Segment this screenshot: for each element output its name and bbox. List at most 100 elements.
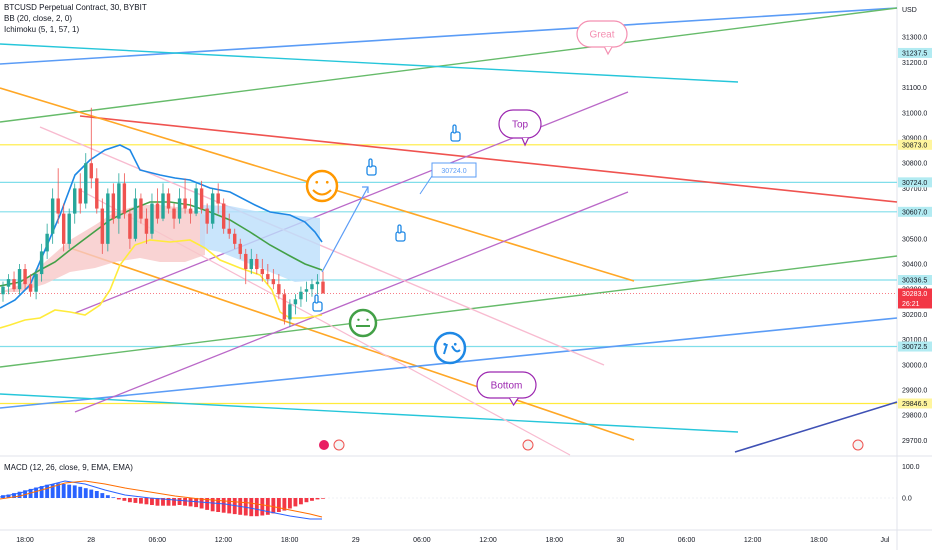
candle-body — [39, 251, 44, 275]
candle-body — [194, 188, 198, 214]
candle-body — [122, 183, 127, 214]
macd-hist-bar — [34, 487, 39, 498]
time-tick-label: 18:00 — [281, 537, 299, 544]
candle-body — [95, 178, 99, 209]
candle-body — [227, 228, 231, 234]
candle-body — [172, 208, 176, 219]
candle-body — [216, 193, 220, 204]
neutral-eye — [366, 318, 369, 321]
countdown-box — [898, 298, 932, 309]
macd-hist-bar — [243, 498, 248, 516]
macd-hist-bar — [127, 498, 132, 503]
candle-body — [271, 279, 276, 285]
candle-body — [277, 284, 281, 295]
price-tick-label: 30100.0 — [902, 337, 927, 344]
trend-line — [734, 401, 898, 453]
macd-hist-bar — [299, 498, 303, 505]
great-bubble-tail — [603, 46, 613, 56]
candle-body — [183, 198, 187, 209]
macd-hist-bar — [12, 493, 16, 498]
countdown-label: 26:21 — [902, 301, 920, 308]
neutral-face-icon — [348, 308, 378, 338]
candle-body — [106, 193, 110, 244]
candle-body — [310, 284, 314, 290]
happy-eye — [325, 180, 329, 184]
macd-hist-bar — [111, 497, 116, 498]
candles-group — [1, 107, 325, 327]
macd-hist-bar — [67, 484, 72, 498]
macd-hist-bar — [100, 493, 105, 498]
legend-macd: MACD (12, 26, close, 9, EMA, EMA) — [4, 463, 133, 472]
time-tick-label: Jul — [881, 537, 890, 544]
macd-hist-bar — [199, 498, 204, 509]
happy-eye — [315, 180, 319, 184]
macd-hist-bar — [166, 498, 171, 506]
candle-body — [89, 163, 93, 179]
time-tick-label: 28 — [87, 537, 95, 544]
price-tick-label: 30200.0 — [902, 312, 927, 319]
price-tag-box — [898, 341, 932, 352]
candle-body — [238, 243, 242, 254]
confused-face-icon — [433, 331, 467, 365]
candle-body — [144, 218, 149, 234]
macd-hist-bar — [205, 498, 210, 510]
macd-hist-bar — [315, 498, 320, 500]
macd-hist-bar — [133, 498, 138, 503]
candle-body — [100, 208, 105, 244]
candle-body — [249, 258, 253, 270]
price-tag-box — [898, 398, 932, 409]
macd-hist-bar — [122, 498, 127, 501]
macd-hist-bar — [61, 484, 66, 498]
candle-body — [28, 284, 33, 292]
trend-line — [0, 255, 898, 368]
trend-line — [39, 126, 605, 366]
price-tick-label: 30400.0 — [902, 262, 927, 269]
price-tag-label: 30873.0 — [902, 142, 927, 149]
candle-body — [288, 304, 292, 320]
price-tick-label: 31000.0 — [902, 110, 927, 117]
candle-body — [61, 213, 66, 244]
lightning-event-icon — [319, 440, 329, 450]
candle-body — [221, 203, 226, 229]
price-tick-label: 30800.0 — [902, 161, 927, 168]
projection-arrow-head — [362, 186, 369, 193]
candle-body — [128, 213, 132, 239]
price-tag-box — [898, 275, 932, 286]
candle-body — [210, 193, 215, 224]
macd-hist-bar — [150, 498, 154, 505]
candle-body — [17, 269, 22, 290]
top-label: Top — [512, 120, 529, 131]
macd-hist-bar — [72, 485, 77, 498]
macd-hist-bar — [172, 498, 176, 506]
macd-hist-bar — [210, 498, 215, 512]
macd-hist-bar — [249, 498, 254, 517]
bottom-label: Bottom — [491, 381, 523, 392]
trend-line — [69, 247, 635, 441]
macd-hist-bar — [161, 498, 165, 506]
candle-body — [282, 294, 287, 320]
macd-hist-bar — [254, 498, 259, 517]
candle-body — [6, 279, 11, 287]
price-tag-label: 30336.5 — [902, 278, 927, 285]
confused-eye — [453, 342, 457, 346]
candle-body — [321, 281, 325, 294]
bb-lower-band — [0, 239, 323, 329]
time-tick-label: 18:00 — [16, 537, 34, 544]
price-tick-label: 31100.0 — [902, 85, 927, 92]
macd-hist-bar — [293, 498, 298, 507]
macd-hist-bar — [94, 491, 99, 498]
candle-body — [315, 281, 320, 285]
time-tick-label: 30 — [616, 537, 624, 544]
candle-body — [67, 213, 71, 244]
macd-hist-bar — [56, 483, 61, 498]
macd-hist-bar — [276, 498, 281, 512]
macd-hist-bar — [260, 498, 265, 516]
candle-body — [78, 188, 82, 204]
macd-hist-bar — [83, 488, 88, 498]
trend-line — [0, 393, 739, 433]
candle-body — [205, 208, 209, 224]
macd-hist-bar — [183, 498, 187, 506]
time-tick-label: 12:00 — [479, 537, 497, 544]
candle-body — [260, 269, 265, 275]
